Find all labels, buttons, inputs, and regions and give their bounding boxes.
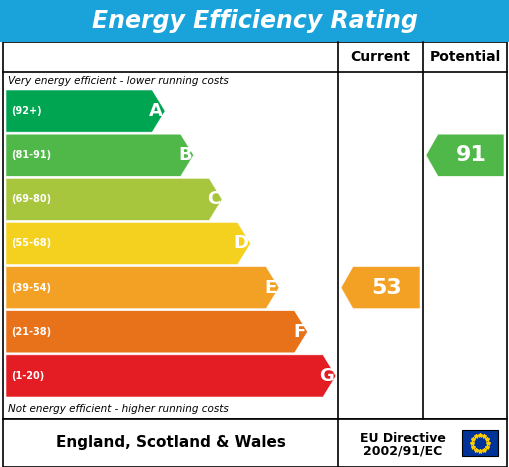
Text: Not energy efficient - higher running costs: Not energy efficient - higher running co… <box>8 404 229 414</box>
Text: 91: 91 <box>456 145 487 165</box>
Polygon shape <box>6 178 222 220</box>
Text: Energy Efficiency Rating: Energy Efficiency Rating <box>92 9 417 33</box>
Text: England, Scotland & Wales: England, Scotland & Wales <box>55 436 286 451</box>
Text: A: A <box>149 102 163 120</box>
Text: (69-80): (69-80) <box>11 194 51 205</box>
Polygon shape <box>341 267 420 309</box>
Text: D: D <box>234 234 248 253</box>
Polygon shape <box>426 134 504 176</box>
Polygon shape <box>6 355 336 397</box>
Bar <box>0 0 509 42</box>
Text: (1-20): (1-20) <box>11 371 44 381</box>
Text: Current: Current <box>351 50 410 64</box>
Text: 53: 53 <box>371 278 402 297</box>
Text: (81-91): (81-91) <box>11 150 51 160</box>
Text: (21-38): (21-38) <box>11 327 51 337</box>
Bar <box>462 430 498 456</box>
Polygon shape <box>6 267 279 309</box>
Text: 2002/91/EC: 2002/91/EC <box>363 445 443 458</box>
Text: (92+): (92+) <box>11 106 42 116</box>
Text: E: E <box>265 279 277 297</box>
Text: F: F <box>293 323 305 341</box>
Text: EU Directive: EU Directive <box>360 432 446 446</box>
Polygon shape <box>6 90 165 132</box>
Text: C: C <box>207 191 220 208</box>
Text: B: B <box>178 146 191 164</box>
Polygon shape <box>6 134 193 176</box>
Text: (55-68): (55-68) <box>11 239 51 248</box>
Text: G: G <box>319 367 334 385</box>
Text: Very energy efficient - lower running costs: Very energy efficient - lower running co… <box>8 76 229 86</box>
Bar <box>3 419 507 467</box>
Polygon shape <box>6 222 250 265</box>
Polygon shape <box>6 311 307 353</box>
Text: (39-54): (39-54) <box>11 283 51 293</box>
Text: Potential: Potential <box>430 50 501 64</box>
Bar <box>3 42 507 419</box>
